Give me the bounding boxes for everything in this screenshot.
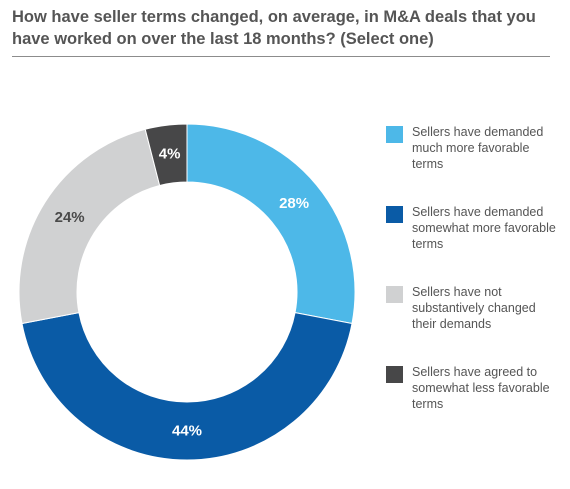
donut-slice-not-changed (18, 128, 161, 325)
legend-swatch (386, 206, 403, 223)
legend-label: Sellers have agreed to somewhat less fav… (412, 365, 550, 411)
legend-swatch (386, 366, 403, 383)
legend-label: Sellers have demanded somewhat more favo… (412, 205, 556, 251)
legend-item-somewhat-more-favorable: Sellers have demanded somewhat more favo… (386, 204, 562, 252)
title-divider (12, 56, 550, 57)
slice-label-somewhat-more-favorable: 44% (172, 423, 202, 440)
legend-item-much-more-favorable: Sellers have demanded much more favorabl… (386, 124, 562, 172)
donut-slice-much-more-favorable (186, 123, 356, 325)
legend-label: Sellers have not substantively changed t… (412, 285, 536, 331)
slice-label-much-more-favorable: 28% (279, 195, 309, 212)
slice-label-less-favorable: 4% (159, 146, 181, 163)
donut-slice-less-favorable (144, 123, 188, 187)
slice-label-not-changed: 24% (55, 209, 85, 226)
legend-label: Sellers have demanded much more favorabl… (412, 125, 544, 171)
legend-swatch (386, 126, 403, 143)
chart-title: How have seller terms changed, on averag… (12, 8, 536, 48)
legend-item-less-favorable: Sellers have agreed to somewhat less fav… (386, 364, 562, 412)
legend-swatch (386, 286, 403, 303)
donut-slice-somewhat-more-favorable (21, 312, 353, 461)
legend-item-not-changed: Sellers have not substantively changed t… (386, 284, 562, 332)
